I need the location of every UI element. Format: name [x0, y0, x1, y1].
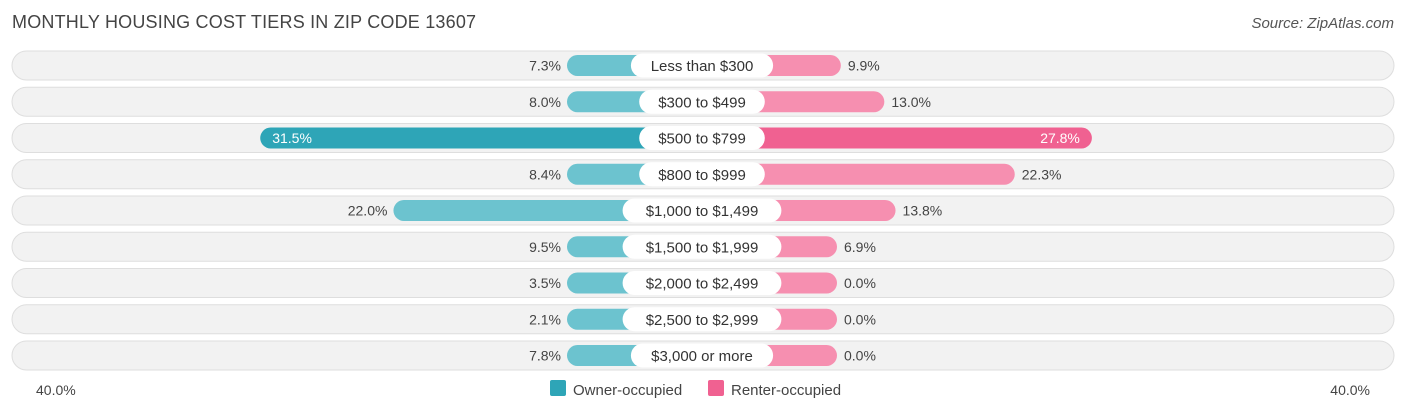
bar-renter [702, 163, 1015, 185]
chart-title: MONTHLY HOUSING COST TIERS IN ZIP CODE 1… [12, 12, 477, 32]
category-label: Less than $300 [651, 58, 754, 75]
legend-label-renter: Renter-occupied [731, 382, 841, 399]
bar-owner [260, 127, 702, 149]
value-label-renter: 13.8% [903, 203, 943, 219]
category-pill [622, 234, 782, 259]
category-pill [622, 307, 782, 332]
value-label-owner: 7.3% [529, 58, 561, 74]
category-pill [622, 198, 782, 223]
category-label: $1,500 to $1,999 [646, 239, 759, 256]
category-pill [622, 271, 782, 295]
bar-renter [702, 127, 1092, 149]
axis-left-label: 40.0% [36, 382, 76, 398]
category-pill [639, 126, 765, 150]
category-pill [639, 89, 765, 114]
legend-swatch-owner [550, 380, 566, 396]
axis-right-label: 40.0% [1330, 382, 1370, 398]
value-label-renter: 22.3% [1022, 166, 1062, 182]
value-label-owner: 8.0% [529, 94, 561, 110]
category-label: $2,500 to $2,999 [646, 312, 759, 329]
value-label-renter: 9.9% [848, 58, 880, 74]
value-label-renter: 13.0% [891, 94, 931, 110]
value-label-renter: 0.0% [844, 348, 876, 364]
category-pill [639, 162, 765, 187]
category-label: $1,000 to $1,499 [646, 203, 759, 220]
value-label-renter: 0.0% [844, 311, 876, 327]
value-label-owner: 2.1% [529, 311, 561, 327]
category-label: $500 to $799 [658, 131, 746, 148]
category-label: $300 to $499 [658, 94, 746, 111]
value-label-owner: 9.5% [529, 239, 561, 255]
legend: Owner-occupied Renter-occupied [550, 380, 841, 399]
value-label-renter: 6.9% [844, 239, 876, 255]
chart-rows: Less than $300 7.3% 9.9% $300 to $499 8.0% 13… [11, 50, 1395, 371]
category-pill [630, 343, 774, 368]
value-label-owner: 3.5% [529, 275, 561, 291]
category-label: $3,000 or more [651, 348, 753, 365]
category-label: $2,000 to $2,499 [646, 276, 759, 293]
value-label-owner: 22.0% [348, 203, 388, 219]
value-label-renter: 0.0% [844, 275, 876, 291]
value-label-owner: 31.5% [272, 130, 312, 146]
category-pill [630, 53, 774, 78]
legend-swatch-renter [708, 380, 724, 396]
value-label-owner: 7.8% [529, 348, 561, 364]
value-label-owner: 8.4% [529, 166, 561, 182]
value-label-renter: 27.8% [1040, 130, 1080, 146]
legend-label-owner: Owner-occupied [573, 382, 682, 399]
chart-source: Source: ZipAtlas.com [1251, 15, 1394, 32]
category-label: $800 to $999 [658, 167, 746, 184]
